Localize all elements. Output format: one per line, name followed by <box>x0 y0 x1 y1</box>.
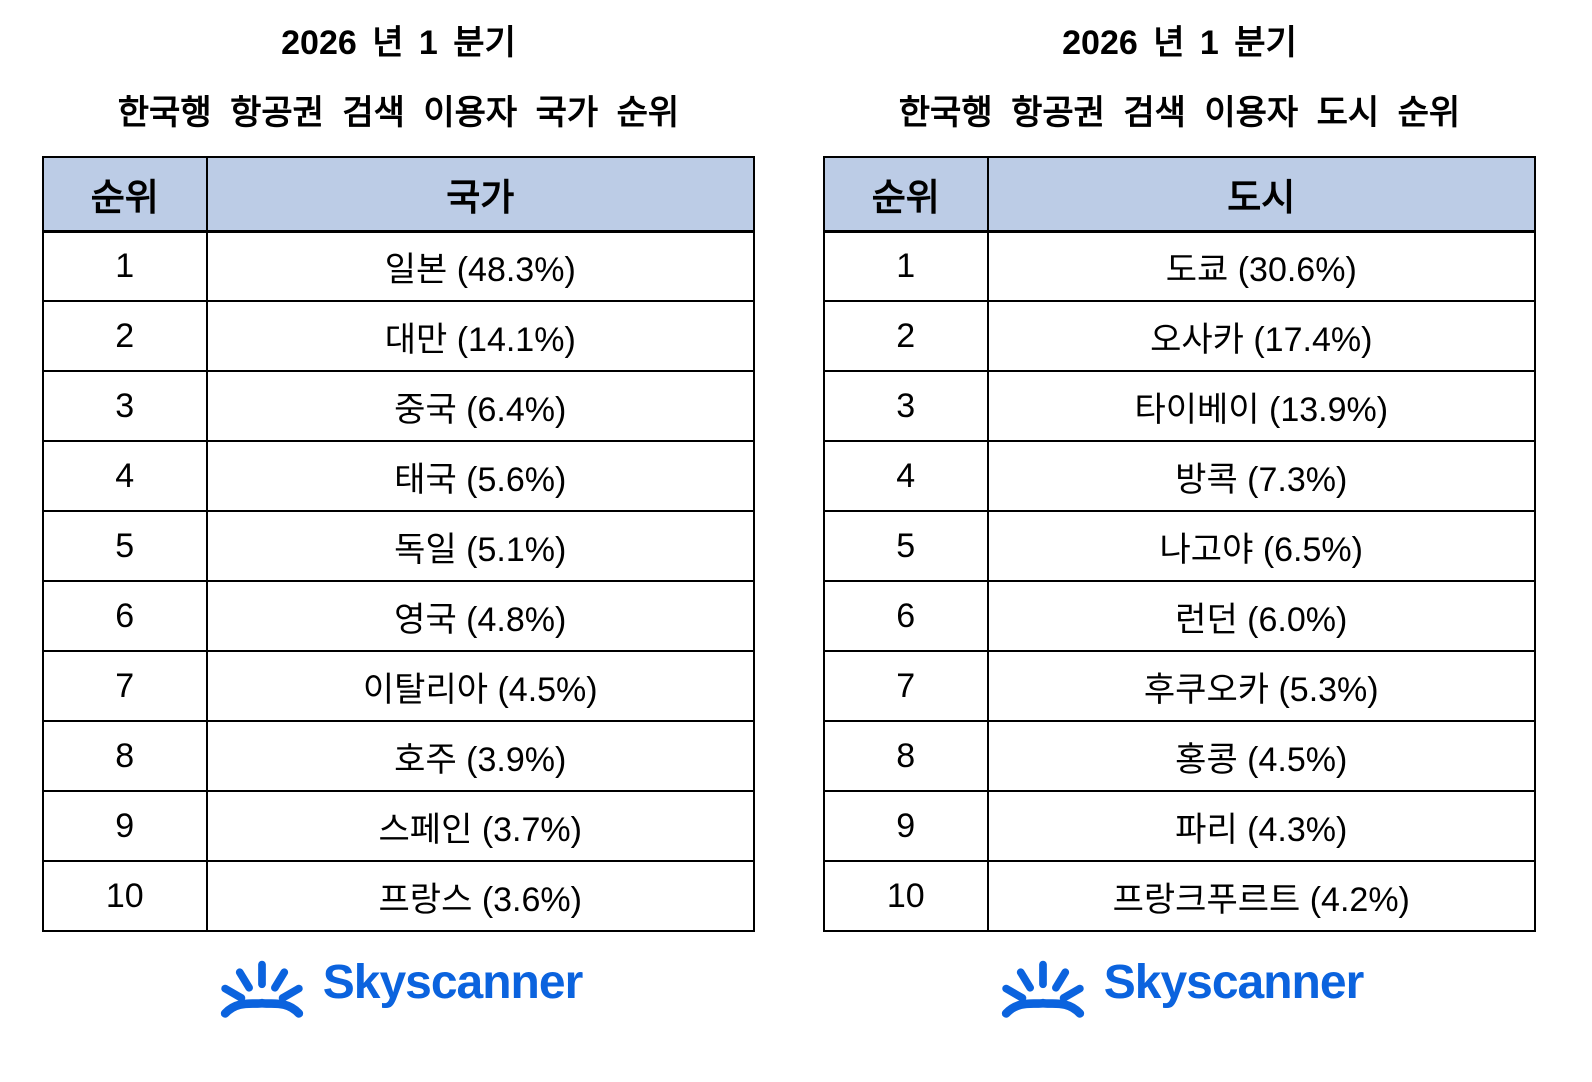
table-row: 6 영국 (4.8%) <box>42 580 756 652</box>
rank-cell: 3 <box>42 370 208 442</box>
value-cell: 프랑크푸르트 (4.2%) <box>986 860 1537 932</box>
value-cell: 나고야 (6.5%) <box>986 510 1537 582</box>
rank-cell: 8 <box>823 720 989 792</box>
value-cell: 홍콩 (4.5%) <box>986 720 1537 792</box>
rank-cell: 4 <box>823 440 989 512</box>
country-ranking-panel: 2026 년 1 분기 한국행 항공권 검색 이용자 국가 순위 순위 국가 1… <box>42 22 756 1022</box>
panel-title-city-ranking: 한국행 항공권 검색 이용자 도시 순위 <box>898 94 1461 132</box>
rank-cell: 9 <box>42 790 208 862</box>
rank-column-header: 순위 <box>823 156 989 233</box>
table-row: 1 도쿄 (30.6%) <box>823 230 1537 302</box>
skyscanner-sun-icon <box>1001 960 1084 1018</box>
table-row: 2 대만 (14.1%) <box>42 300 756 372</box>
rank-cell: 5 <box>823 510 989 582</box>
rank-cell: 7 <box>42 650 208 722</box>
table-row: 10 프랑스 (3.6%) <box>42 860 756 932</box>
value-cell: 독일 (5.1%) <box>205 510 756 582</box>
table-row: 3 타이베이 (13.9%) <box>823 370 1537 442</box>
country-column-header: 국가 <box>205 156 756 233</box>
rank-cell: 2 <box>42 300 208 372</box>
table-row: 8 홍콩 (4.5%) <box>823 720 1537 792</box>
value-cell: 타이베이 (13.9%) <box>986 370 1537 442</box>
value-cell: 대만 (14.1%) <box>205 300 756 372</box>
value-cell: 이탈리아 (4.5%) <box>205 650 756 722</box>
rank-cell: 6 <box>42 580 208 652</box>
table-row: 10 프랑크푸르트 (4.2%) <box>823 860 1537 932</box>
panel-title-country-ranking: 한국행 항공권 검색 이용자 국가 순위 <box>117 94 680 132</box>
value-cell: 파리 (4.3%) <box>986 790 1537 862</box>
city-ranking-panel: 2026 년 1 분기 한국행 항공권 검색 이용자 도시 순위 순위 도시 1… <box>823 22 1537 1022</box>
table-row: 9 스페인 (3.7%) <box>42 790 756 862</box>
page: 2026 년 1 분기 한국행 항공권 검색 이용자 국가 순위 순위 국가 1… <box>42 22 1537 1022</box>
rank-cell: 6 <box>823 580 989 652</box>
table-row: 5 독일 (5.1%) <box>42 510 756 582</box>
skyscanner-wordmark: Skyscanner <box>1103 956 1365 1009</box>
rank-column-header: 순위 <box>42 156 208 233</box>
table-row: 1 일본 (48.3%) <box>42 230 756 302</box>
rank-cell: 10 <box>823 860 989 932</box>
rank-cell: 10 <box>42 860 208 932</box>
country-ranking-table: 순위 국가 1 일본 (48.3%) 2 대만 (14.1%) 3 중국 (6.4%) 4 태… <box>42 156 756 932</box>
header-row: 순위 국가 <box>42 156 756 233</box>
rank-cell: 7 <box>823 650 989 722</box>
table-row: 5 나고야 (6.5%) <box>823 510 1537 582</box>
rank-cell: 1 <box>42 230 208 302</box>
value-cell: 스페인 (3.7%) <box>205 790 756 862</box>
table-row: 7 후쿠오카 (5.3%) <box>823 650 1537 722</box>
value-cell: 방콕 (7.3%) <box>986 440 1537 512</box>
table-row: 9 파리 (4.3%) <box>823 790 1537 862</box>
table-row: 2 오사카 (17.4%) <box>823 300 1537 372</box>
panel-title-quarter: 2026 년 1 분기 <box>281 24 516 62</box>
rank-cell: 5 <box>42 510 208 582</box>
table-row: 6 런던 (6.0%) <box>823 580 1537 652</box>
skyscanner-logo: Skyscanner <box>823 950 1536 1022</box>
city-column-header: 도시 <box>986 156 1537 233</box>
value-cell: 일본 (48.3%) <box>205 230 756 302</box>
table-row: 4 방콕 (7.3%) <box>823 440 1537 512</box>
city-ranking-table: 순위 도시 1 도쿄 (30.6%) 2 오사카 (17.4%) 3 타이베이 (13.9… <box>823 156 1537 932</box>
rank-cell: 2 <box>823 300 989 372</box>
table-row: 8 호주 (3.9%) <box>42 720 756 792</box>
panel-title-quarter: 2026 년 1 분기 <box>1062 24 1297 62</box>
value-cell: 오사카 (17.4%) <box>986 300 1537 372</box>
rank-cell: 4 <box>42 440 208 512</box>
table-row: 7 이탈리아 (4.5%) <box>42 650 756 722</box>
rank-cell: 3 <box>823 370 989 442</box>
rank-cell: 1 <box>823 230 989 302</box>
rank-cell: 9 <box>823 790 989 862</box>
table-row: 4 태국 (5.6%) <box>42 440 756 512</box>
skyscanner-wordmark: Skyscanner <box>322 956 584 1009</box>
rank-cell: 8 <box>42 720 208 792</box>
value-cell: 호주 (3.9%) <box>205 720 756 792</box>
value-cell: 중국 (6.4%) <box>205 370 756 442</box>
header-row: 순위 도시 <box>823 156 1537 233</box>
value-cell: 영국 (4.8%) <box>205 580 756 652</box>
value-cell: 태국 (5.6%) <box>205 440 756 512</box>
skyscanner-sun-icon <box>220 960 303 1018</box>
value-cell: 도쿄 (30.6%) <box>986 230 1537 302</box>
skyscanner-logo: Skyscanner <box>42 950 755 1022</box>
value-cell: 런던 (6.0%) <box>986 580 1537 652</box>
value-cell: 프랑스 (3.6%) <box>205 860 756 932</box>
value-cell: 후쿠오카 (5.3%) <box>986 650 1537 722</box>
table-row: 3 중국 (6.4%) <box>42 370 756 442</box>
